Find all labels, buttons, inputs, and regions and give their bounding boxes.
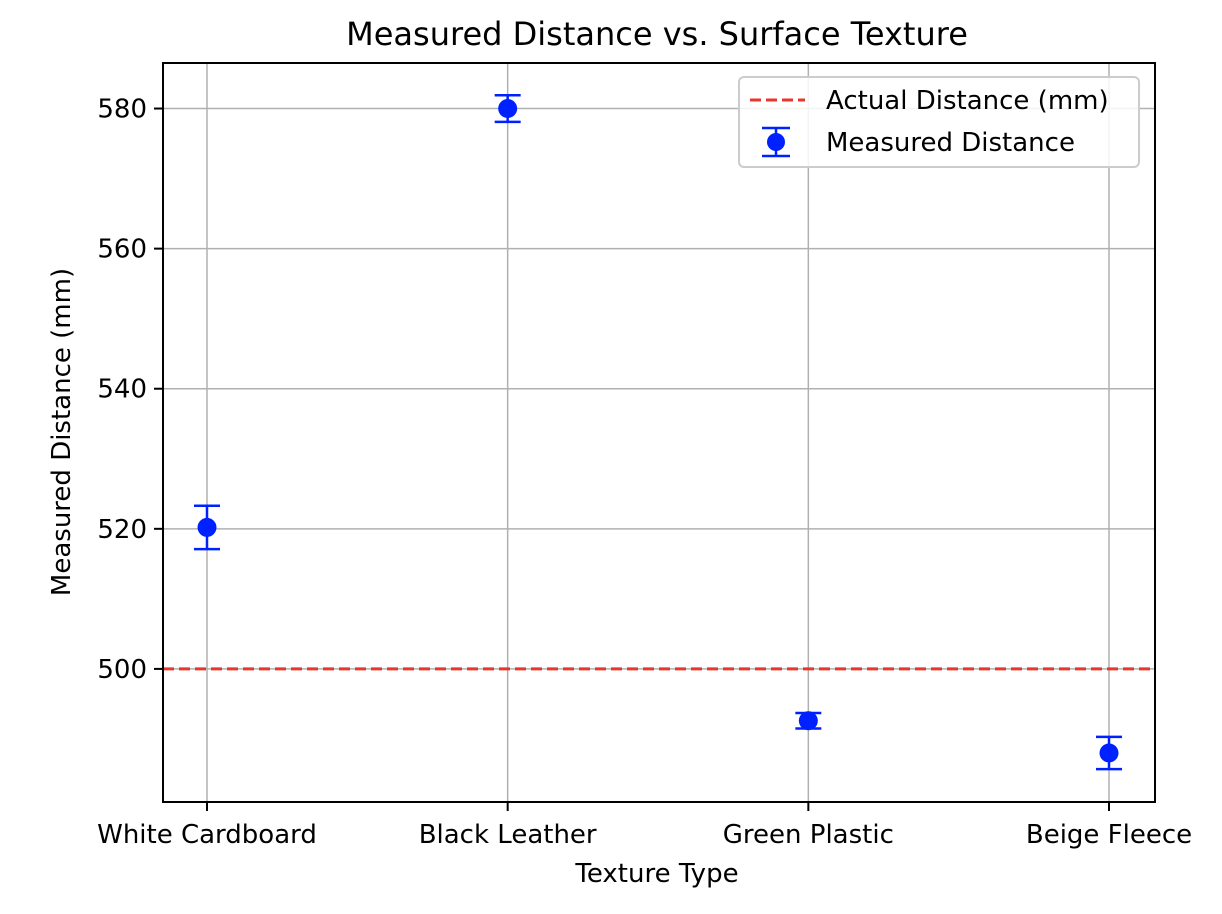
data-point bbox=[498, 99, 518, 119]
series-layer bbox=[163, 93, 1155, 771]
x-axis: White Cardboard Black Leather Green Plasti… bbox=[97, 802, 1192, 850]
data-point bbox=[798, 711, 818, 731]
x-tick-label: Green Plastic bbox=[723, 820, 894, 850]
y-axis-label: Measured Distance (mm) bbox=[47, 268, 77, 596]
x-tick-label: White Cardboard bbox=[97, 820, 317, 850]
y-tick-label: 540 bbox=[97, 375, 147, 405]
legend-measured-distance-label: Measured Distance bbox=[826, 128, 1075, 158]
legend-box bbox=[738, 76, 1140, 168]
plot-area-frame bbox=[162, 62, 1156, 803]
data-point bbox=[197, 517, 217, 537]
x-tick-label: Beige Fleece bbox=[1026, 820, 1192, 850]
data-point bbox=[1099, 743, 1119, 763]
y-tick-label: 580 bbox=[97, 95, 147, 125]
y-tick-label: 500 bbox=[97, 655, 147, 685]
x-axis-label: Texture Type bbox=[574, 859, 738, 889]
y-axis: 500 520 540 560 580 bbox=[97, 95, 163, 685]
x-tick-label: Black Leather bbox=[419, 820, 597, 850]
legend-measured-distance-swatch bbox=[762, 126, 790, 158]
grid-layer bbox=[163, 63, 1155, 802]
legend: Actual Distance (mm) Measured Distance bbox=[738, 76, 1140, 168]
legend-actual-distance-label: Actual Distance (mm) bbox=[826, 86, 1109, 116]
y-tick-label: 520 bbox=[97, 515, 147, 545]
y-tick-label: 560 bbox=[97, 235, 147, 265]
chart-title: Measured Distance vs. Surface Texture bbox=[346, 15, 968, 53]
